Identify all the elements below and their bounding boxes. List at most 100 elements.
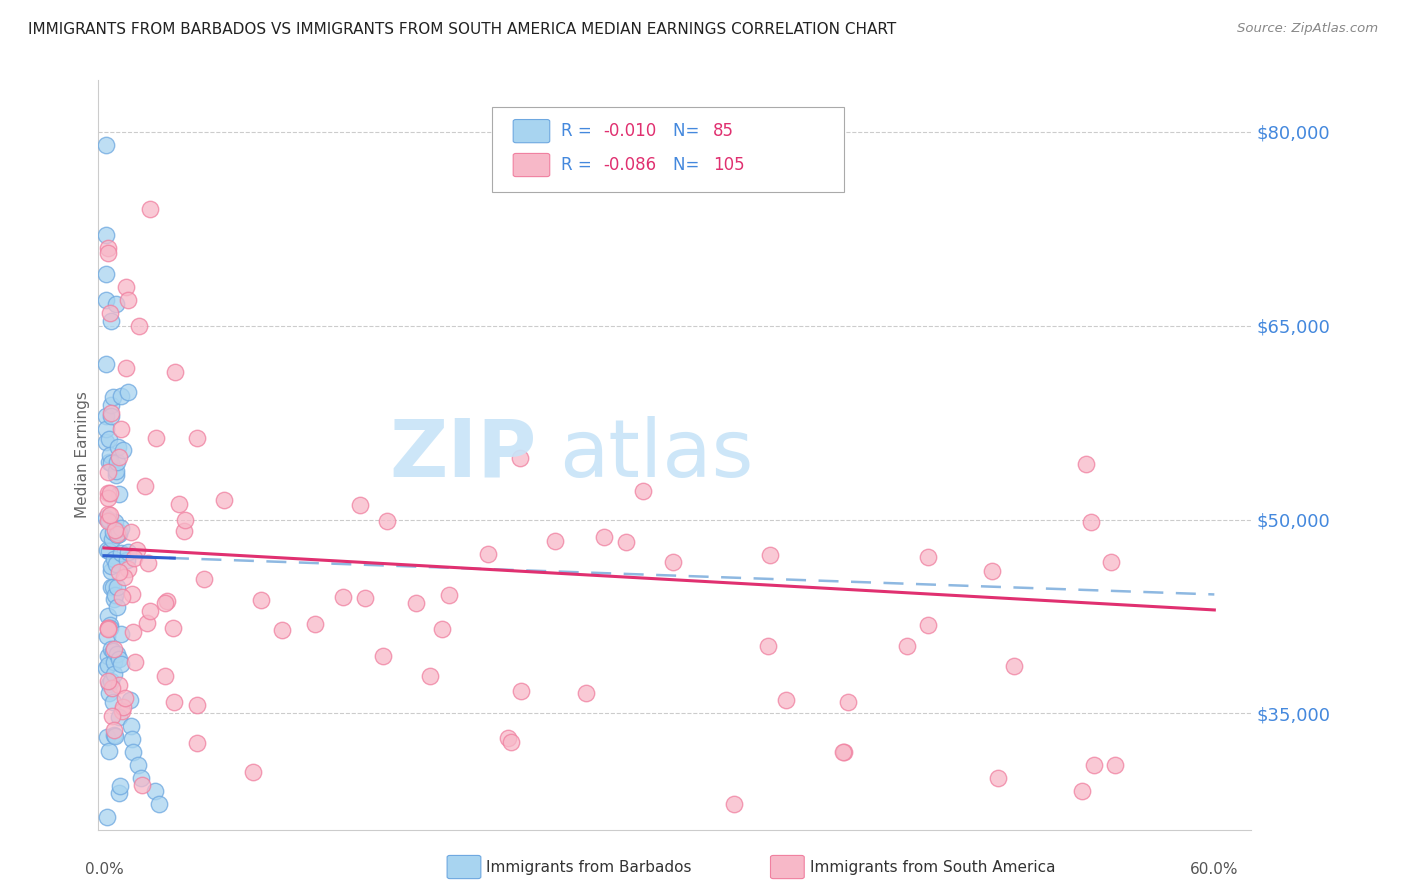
Point — [136, 557, 159, 571]
Point — [250, 593, 273, 607]
Point — [117, 562, 139, 576]
Point — [662, 555, 685, 569]
Point — [100, 673, 122, 688]
Point — [101, 525, 124, 540]
Text: 85: 85 — [713, 122, 734, 140]
Point — [756, 639, 779, 653]
Text: Immigrants from Barbados: Immigrants from Barbados — [486, 860, 692, 874]
Point — [103, 723, 125, 738]
Point — [173, 513, 195, 527]
Point — [97, 514, 120, 528]
Point — [304, 616, 326, 631]
Point — [114, 690, 136, 705]
Point — [575, 686, 598, 700]
Point — [105, 464, 128, 478]
Point — [96, 510, 118, 524]
Point — [614, 535, 637, 549]
Point — [163, 365, 186, 379]
Point — [97, 674, 120, 689]
Point — [173, 524, 195, 538]
Point — [97, 528, 120, 542]
Text: R =: R = — [561, 156, 598, 174]
Point — [723, 797, 745, 811]
Point — [100, 314, 122, 328]
Point — [107, 450, 129, 465]
Point — [100, 448, 122, 462]
Point — [100, 409, 122, 423]
Point — [108, 566, 131, 580]
Point — [332, 591, 354, 605]
Point — [97, 544, 120, 558]
Point — [108, 652, 131, 666]
Point — [100, 580, 122, 594]
Point — [193, 572, 215, 586]
Point — [97, 621, 120, 635]
Point — [97, 241, 120, 255]
Point — [110, 521, 132, 535]
Point — [98, 508, 121, 523]
Point — [98, 618, 121, 632]
Point — [917, 550, 939, 565]
Point — [105, 557, 128, 571]
Point — [430, 622, 453, 636]
Text: ZIP: ZIP — [389, 416, 537, 494]
Point — [631, 484, 654, 499]
Point — [94, 435, 117, 450]
Point — [987, 771, 1010, 785]
Point — [98, 677, 121, 691]
Point — [101, 644, 124, 658]
Point — [122, 551, 145, 566]
Point — [94, 358, 117, 372]
Point — [981, 564, 1004, 578]
Point — [110, 627, 132, 641]
Point — [97, 466, 120, 480]
Point — [167, 498, 190, 512]
Point — [97, 648, 120, 663]
Point — [115, 280, 138, 294]
Point — [94, 409, 117, 424]
Point — [120, 719, 142, 733]
Text: 0.0%: 0.0% — [84, 862, 124, 877]
Point — [94, 228, 117, 243]
Point — [136, 615, 159, 630]
Point — [127, 542, 149, 557]
Point — [162, 695, 184, 709]
Point — [94, 137, 117, 152]
Point — [114, 360, 136, 375]
Text: R =: R = — [561, 122, 598, 140]
Point — [110, 779, 132, 793]
Point — [214, 493, 236, 508]
Point — [96, 810, 118, 824]
Point — [98, 621, 121, 635]
Point — [103, 515, 125, 529]
Point — [419, 669, 441, 683]
Point — [405, 596, 427, 610]
Point — [111, 590, 134, 604]
Point — [148, 797, 170, 811]
Point — [96, 629, 118, 643]
Point — [270, 623, 292, 637]
Point — [110, 422, 132, 436]
Point — [96, 730, 118, 744]
Point — [100, 398, 122, 412]
Point — [108, 678, 131, 692]
Point — [122, 745, 145, 759]
Point — [162, 621, 184, 635]
Point — [103, 695, 125, 709]
Point — [117, 545, 139, 559]
Point — [1080, 516, 1102, 530]
Point — [111, 705, 134, 719]
Point — [896, 640, 918, 654]
Point — [115, 553, 138, 567]
Point — [128, 318, 150, 333]
Point — [98, 486, 121, 500]
Text: N=: N= — [673, 156, 704, 174]
Point — [97, 621, 120, 635]
Point — [917, 618, 939, 632]
Point — [110, 389, 132, 403]
Point — [831, 745, 853, 759]
Point — [103, 552, 125, 566]
Point — [593, 530, 616, 544]
Point — [100, 558, 122, 573]
Point — [97, 507, 120, 521]
